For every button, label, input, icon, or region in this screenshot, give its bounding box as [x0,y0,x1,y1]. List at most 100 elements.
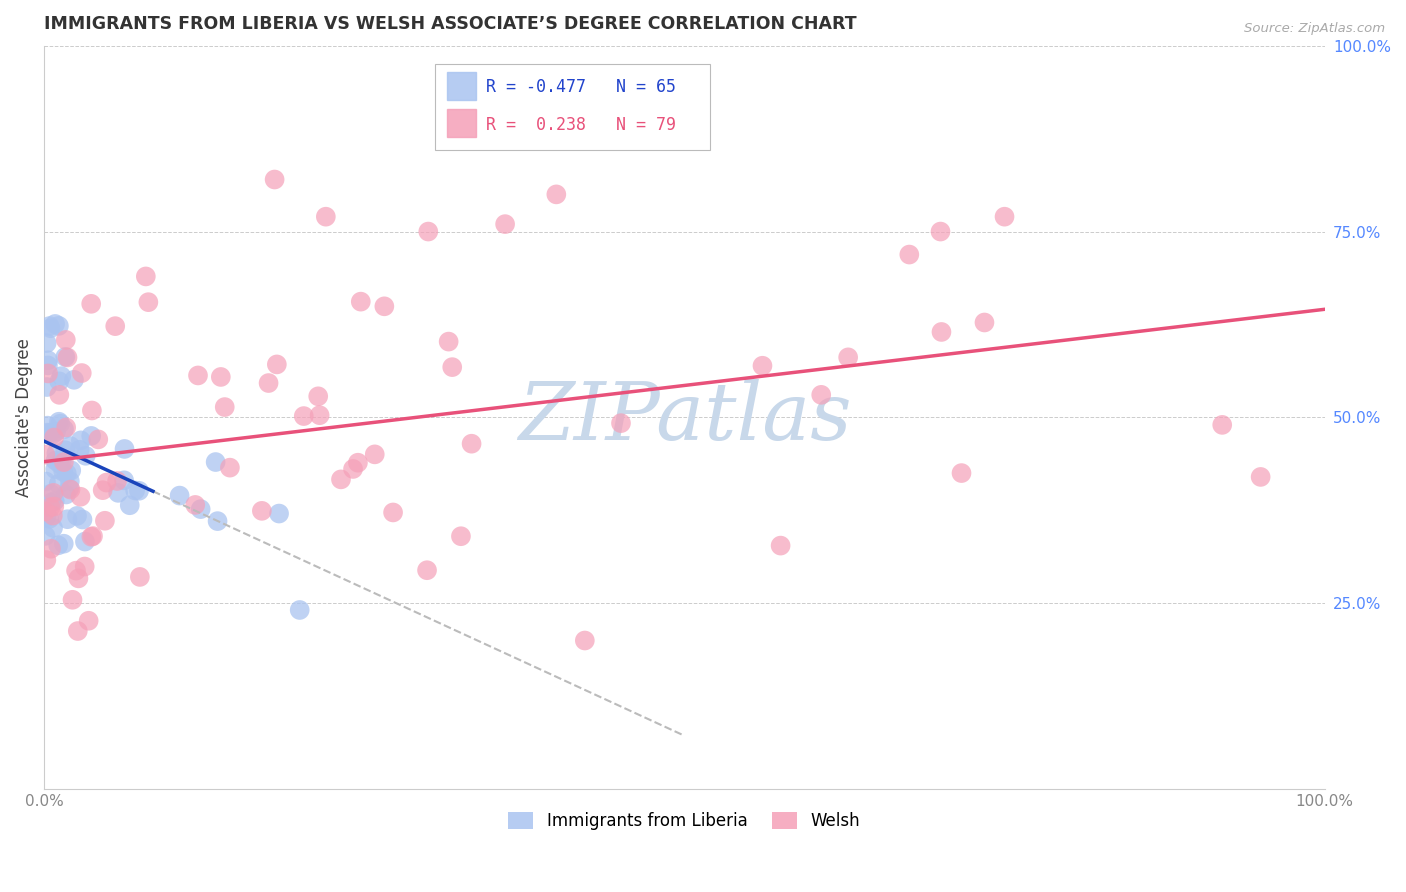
Point [266,358,288,372]
Point [69,490,91,504]
Point [37,418,59,433]
Point [91,483,114,498]
Point [214,400,236,414]
Point [70,434,93,448]
Point [450,529,472,543]
Point [1211,417,1233,432]
Text: Source: ZipAtlas.com: Source: ZipAtlas.com [1244,22,1385,36]
Point [39,321,62,335]
Point [96,475,118,490]
Point [382,505,405,519]
Point [373,299,395,313]
Point [610,416,633,430]
Point [42,427,65,442]
Point [44,462,66,476]
Point [950,466,973,480]
Point [72,512,94,526]
Point [51,369,73,384]
Point [105,474,128,488]
Point [66,508,89,523]
Point [56,351,79,365]
Point [347,456,370,470]
Point [460,436,482,450]
Point [46,538,69,552]
Point [55,420,77,434]
Point [837,351,859,365]
Point [87,433,110,447]
Point [418,225,440,239]
Bar [447,71,475,100]
Point [751,359,773,373]
Point [75,449,97,463]
Point [35,336,58,351]
Point [39,500,62,515]
Point [34,448,56,462]
Point [898,247,921,261]
Point [219,460,242,475]
Point [263,172,285,186]
Point [48,457,70,471]
Point [52,455,75,469]
Point [67,571,90,585]
Point [973,316,995,330]
Point [34,500,56,515]
Y-axis label: Associate's Degree: Associate's Degree [15,338,32,497]
Point [80,429,103,443]
Point [292,409,315,423]
Point [44,453,66,467]
Point [80,297,103,311]
Point [993,210,1015,224]
Point [190,502,212,516]
Point [257,376,280,390]
Point [308,408,330,422]
Point [35,553,58,567]
Point [82,529,104,543]
Point [48,477,70,491]
Point [44,317,66,331]
Point [931,325,953,339]
Point [63,373,86,387]
Point [37,367,59,381]
Point [55,333,77,347]
Point [59,474,82,488]
Point [62,592,84,607]
Point [114,442,136,456]
Text: R =  0.238   N = 79: R = 0.238 N = 79 [486,116,676,134]
Point [48,415,70,429]
Point [342,462,364,476]
Point [437,334,460,349]
Point [441,360,464,375]
Point [204,455,226,469]
Point [94,514,117,528]
Point [34,529,56,543]
Point [35,380,58,394]
Point [38,318,60,333]
Point [128,483,150,498]
Point [45,425,67,439]
Point [929,225,952,239]
Point [80,530,103,544]
Point [48,388,70,402]
Point [546,187,568,202]
Point [35,510,58,524]
Text: R = -0.477   N = 65: R = -0.477 N = 65 [486,78,676,95]
Point [38,512,60,526]
Point [112,473,135,487]
Point [48,374,70,388]
Point [53,443,76,458]
Point [73,559,96,574]
Point [55,467,77,481]
Point [59,483,82,497]
Point [35,475,58,489]
Point [58,482,80,496]
Point [39,425,62,440]
Point [44,494,66,508]
Point [810,388,832,402]
Point [350,294,373,309]
Point [138,295,160,310]
Point [118,498,141,512]
Point [769,539,792,553]
Point [187,368,209,383]
Point [1250,470,1272,484]
Point [80,403,103,417]
